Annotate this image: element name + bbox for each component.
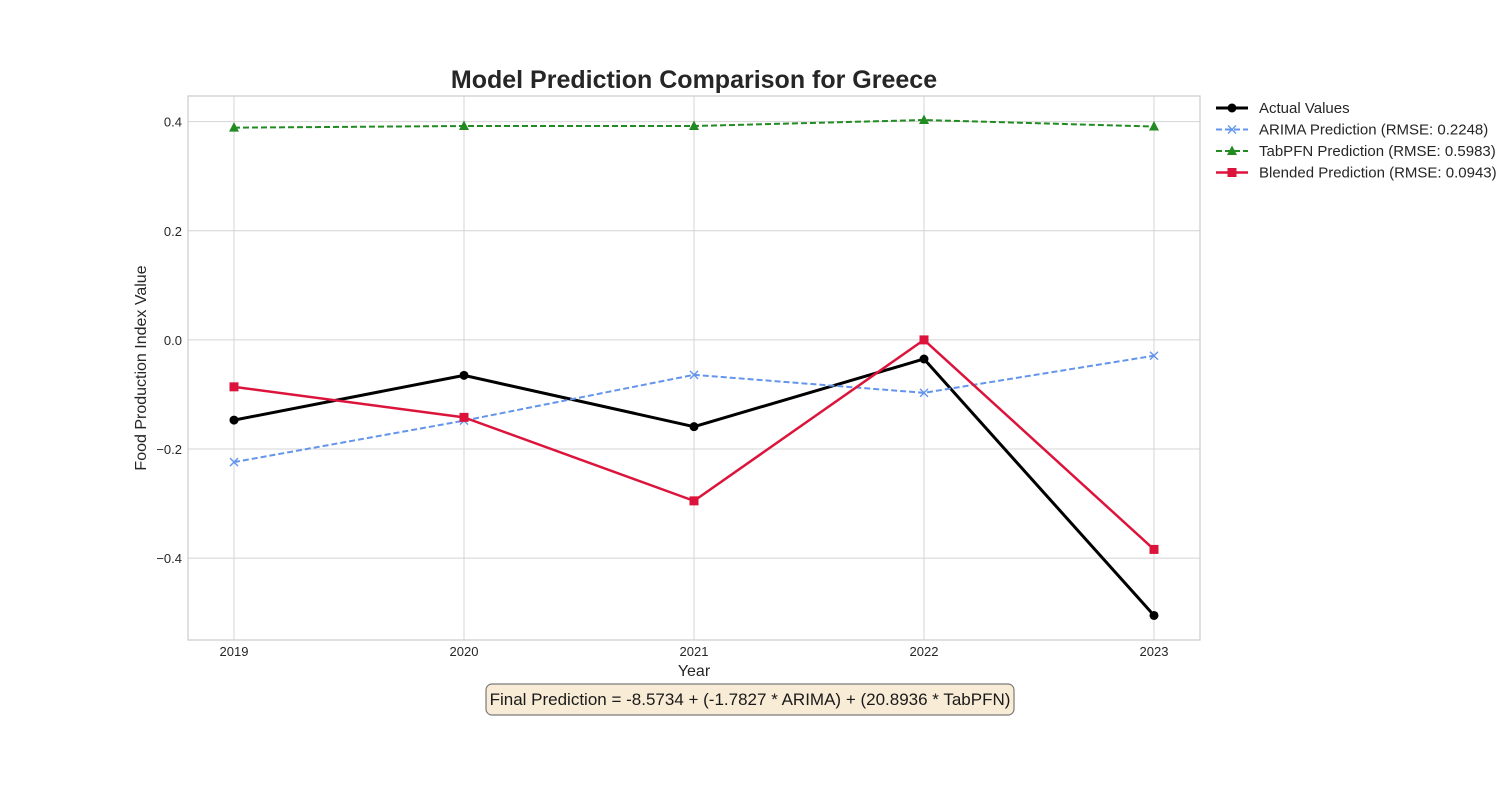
data-point bbox=[459, 370, 469, 380]
data-point bbox=[689, 496, 699, 506]
data-point bbox=[1149, 351, 1159, 361]
data-point bbox=[229, 122, 239, 132]
axis-ticks: 2019 2020 2021 2022 2023 −0.4 −0.2 0.0 0.2 0.4 bbox=[156, 115, 1168, 659]
legend-label: Blended Prediction (RMSE: 0.0943) bbox=[1259, 165, 1497, 182]
y-tick-label: −0.2 bbox=[156, 442, 182, 457]
formula-text: Final Prediction = -8.5734 + (-1.7827 * … bbox=[490, 690, 1011, 709]
data-point bbox=[229, 457, 239, 467]
data-point bbox=[689, 422, 699, 432]
y-tick-label: 0.2 bbox=[164, 224, 182, 239]
x-tick-label: 2019 bbox=[220, 644, 249, 659]
data-point bbox=[229, 382, 239, 392]
legend-marker bbox=[1227, 145, 1237, 155]
series-0 bbox=[229, 354, 1159, 620]
legend-label: TabPFN Prediction (RMSE: 0.5983) bbox=[1259, 143, 1496, 160]
data-point bbox=[919, 388, 929, 398]
x-axis-label: Year bbox=[678, 663, 711, 680]
x-tick-label: 2023 bbox=[1140, 644, 1169, 659]
series bbox=[229, 114, 1159, 620]
series-1 bbox=[229, 351, 1159, 467]
chart-title: Model Prediction Comparison for Greece bbox=[451, 66, 937, 94]
series-2 bbox=[229, 114, 1159, 132]
formula-box bbox=[485, 683, 1015, 716]
grid bbox=[188, 96, 1200, 640]
data-point bbox=[1149, 610, 1159, 620]
data-point bbox=[689, 370, 699, 380]
y-tick-label: 0.0 bbox=[164, 333, 182, 348]
data-point bbox=[919, 335, 929, 345]
data-point bbox=[689, 120, 699, 131]
y-tick-label: 0.4 bbox=[164, 115, 182, 130]
data-point bbox=[1149, 544, 1159, 554]
legend-entry: Blended Prediction (RMSE: 0.0943) bbox=[1216, 165, 1497, 182]
plot-frame bbox=[187, 95, 1201, 641]
data-point bbox=[459, 412, 469, 422]
data-point bbox=[919, 114, 929, 125]
legend-marker bbox=[1227, 103, 1237, 113]
data-point bbox=[1149, 121, 1159, 131]
series-3 bbox=[229, 335, 1159, 554]
data-point bbox=[229, 415, 239, 425]
x-tick-label: 2021 bbox=[680, 644, 709, 659]
data-point bbox=[919, 354, 929, 364]
formula-annotation: Final Prediction = -8.5734 + (-1.7827 * … bbox=[485, 683, 1015, 716]
legend-entry: TabPFN Prediction (RMSE: 0.5983) bbox=[1216, 143, 1496, 160]
legend-marker bbox=[1227, 125, 1237, 134]
legend-entry: ARIMA Prediction (RMSE: 0.2248) bbox=[1216, 122, 1488, 139]
legend-label: Actual Values bbox=[1259, 100, 1350, 117]
legend-marker bbox=[1227, 168, 1237, 177]
legend: Actual Values ARIMA Prediction (RMSE: 0.2… bbox=[1216, 100, 1497, 182]
x-tick-label: 2020 bbox=[450, 644, 479, 659]
legend-label: ARIMA Prediction (RMSE: 0.2248) bbox=[1259, 122, 1488, 139]
x-tick-label: 2022 bbox=[910, 644, 939, 659]
data-point bbox=[459, 120, 469, 131]
y-tick-label: −0.4 bbox=[156, 551, 182, 566]
y-axis-label: Food Production Index Value bbox=[133, 265, 150, 470]
legend-entry: Actual Values bbox=[1216, 100, 1350, 117]
